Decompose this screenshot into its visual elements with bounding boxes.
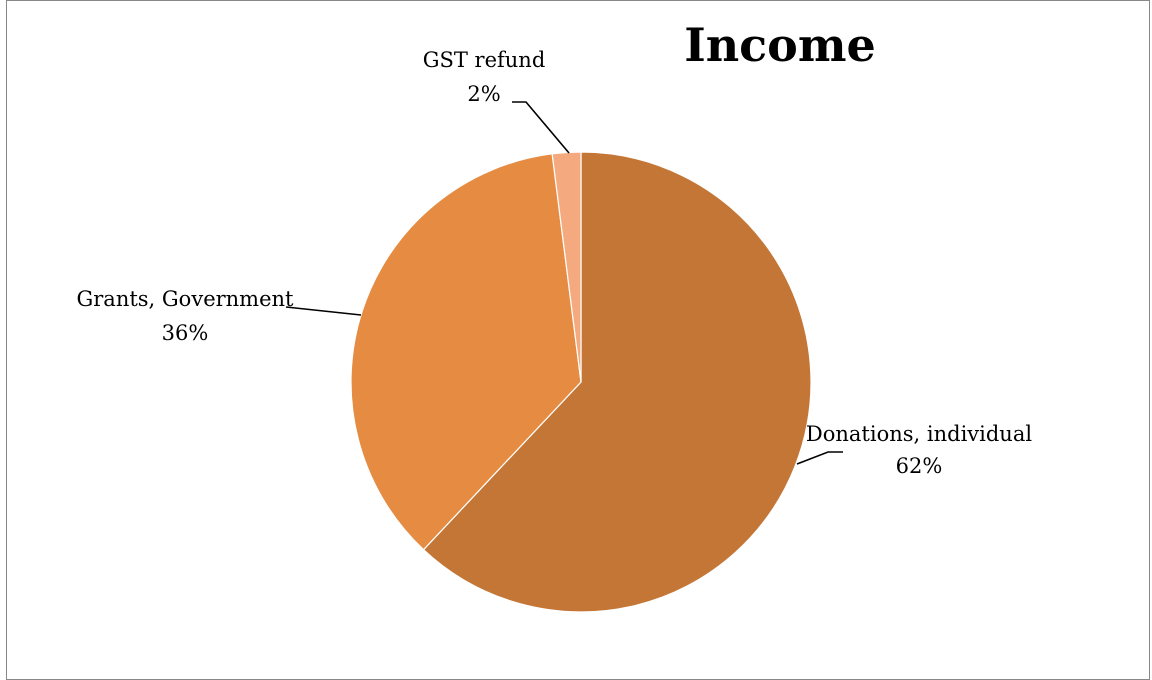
leader-line — [512, 101, 570, 154]
slice-category-label: Grants, Government — [76, 287, 294, 311]
pie-slice-grants-government — [350, 153, 582, 551]
leader-line — [285, 306, 362, 316]
slice-percent-label: 62% — [896, 454, 943, 478]
slice-category-label: GST refund — [423, 48, 546, 72]
chart-title: Income — [684, 18, 876, 72]
slice-category-label: Donations, individual — [806, 422, 1032, 446]
slice-percent-label: 36% — [162, 321, 209, 345]
slice-labels: Donations, individual 62% Grants, Governme… — [76, 48, 1032, 478]
slice-percent-label: 2% — [467, 82, 500, 106]
slices-layer — [350, 151, 812, 613]
leader-lines — [285, 101, 843, 465]
pie-slice-donations-individual — [422, 151, 812, 613]
pie-slice-gst-refund — [551, 151, 582, 383]
leader-line — [796, 451, 843, 465]
